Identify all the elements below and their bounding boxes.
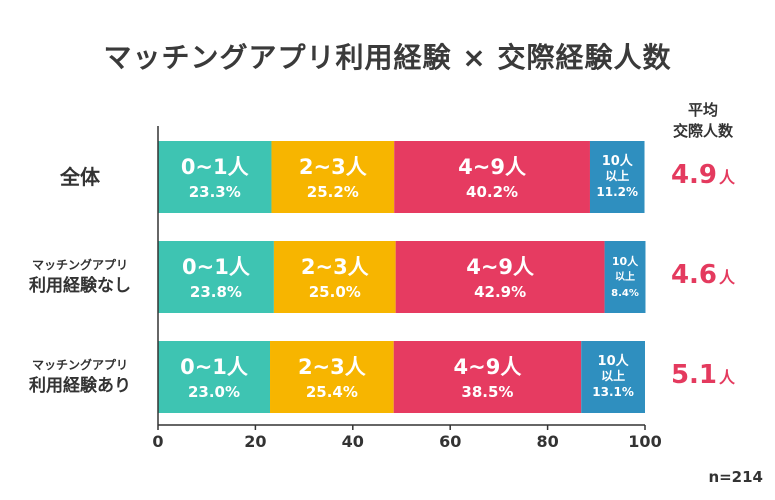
segment-category-label: 以上 — [601, 368, 625, 383]
row-label: 全体 — [10, 163, 150, 191]
x-tick-label: 40 — [342, 432, 364, 451]
segment-percent-label: 42.9% — [474, 283, 526, 301]
average-number: 4.9 — [670, 160, 718, 190]
segment-category-label: 4~9人 — [458, 155, 526, 179]
segment-percent-label: 8.4% — [611, 288, 639, 299]
x-tick-label: 80 — [536, 432, 558, 451]
average-header-line-2: 交際人数 — [672, 122, 733, 140]
segment-category-label: 10人 — [598, 353, 630, 369]
x-tick-label: 100 — [628, 432, 661, 451]
segment-percent-label: 25.2% — [307, 183, 359, 201]
segment-percent-label: 13.1% — [592, 385, 634, 399]
segment-category-label: 2~3人 — [301, 255, 369, 279]
segment-category-label: 4~9人 — [454, 355, 522, 379]
average-header: 平均 交際人数 — [655, 100, 751, 142]
segment-percent-label: 23.8% — [190, 283, 242, 301]
average-number: 5.1 — [670, 360, 718, 390]
sample-size-note: n=214 — [708, 468, 763, 486]
average-unit: 人 — [719, 268, 736, 287]
bar-segment — [395, 241, 605, 313]
segment-percent-label: 40.2% — [466, 183, 518, 201]
segment-category-label: 10人 — [602, 153, 634, 169]
segment-category-label: 0~1人 — [182, 255, 250, 279]
segment-category-label: 0~1人 — [181, 155, 249, 179]
bar-segment — [581, 341, 645, 413]
bar-segment — [158, 141, 272, 213]
segment-category-label: 10人 — [612, 254, 639, 268]
segment-percent-label: 23.3% — [189, 183, 241, 201]
row-label-line-1: マッチングアプリ — [31, 358, 128, 372]
segment-category-label: 4~9人 — [466, 255, 534, 279]
bar-segment — [270, 341, 394, 413]
row-label-line-2: 利用経験あり — [29, 376, 131, 396]
bar-segment — [273, 241, 396, 313]
average-header-line-1: 平均 — [687, 101, 718, 119]
segment-category-label: 2~3人 — [298, 355, 366, 379]
average-value: 4.9 人 — [655, 160, 751, 190]
row-label-text: 全体 — [60, 165, 100, 189]
segment-category-label: 0~1人 — [180, 355, 248, 379]
segment-percent-label: 11.2% — [596, 185, 638, 199]
chart-title: マッチングアプリ利用経験 × 交際経験人数 — [103, 41, 672, 74]
average-unit: 人 — [719, 168, 736, 187]
x-tick-label: 20 — [244, 432, 266, 451]
bar-segment — [604, 241, 646, 313]
segment-category-label: 以上 — [605, 168, 629, 183]
bar-segment — [393, 341, 582, 413]
row-label-line-1: マッチングアプリ — [31, 258, 128, 272]
bar-segment — [158, 241, 274, 313]
segment-percent-label: 23.0% — [188, 383, 240, 401]
bar-segment — [394, 141, 590, 213]
average-value: 5.1 人 — [655, 360, 751, 390]
segment-category-label: 2~3人 — [299, 155, 367, 179]
segment-percent-label: 25.0% — [309, 283, 361, 301]
bar-segment — [158, 341, 271, 413]
bar-segment — [271, 141, 395, 213]
row-label: マッチングアプリ利用経験なし — [10, 256, 150, 298]
segment-category-label: 以上 — [615, 270, 635, 283]
row-label: マッチングアプリ利用経験あり — [10, 356, 150, 398]
segment-percent-label: 38.5% — [461, 383, 513, 401]
average-value: 4.6 人 — [655, 260, 751, 290]
segment-percent-label: 25.4% — [306, 383, 358, 401]
average-unit: 人 — [719, 368, 736, 387]
x-tick-label: 0 — [152, 432, 163, 451]
average-number: 4.6 — [670, 260, 718, 290]
row-label-line-2: 利用経験なし — [29, 276, 131, 296]
bar-segment — [589, 141, 645, 213]
x-tick-label: 60 — [439, 432, 461, 451]
